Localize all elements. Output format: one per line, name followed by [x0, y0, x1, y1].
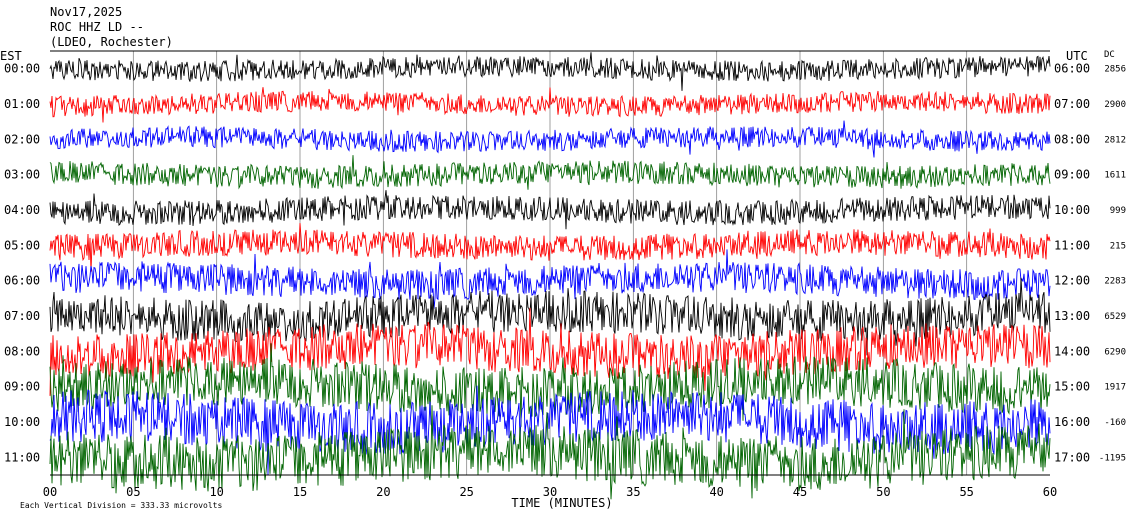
- est-hour-label: 04:00: [4, 203, 40, 217]
- est-hour-label: 09:00: [4, 380, 40, 394]
- trace-0800: [49, 307, 1051, 396]
- header-date: Nov17,2025: [50, 5, 122, 19]
- x-tick-label: 35: [626, 485, 640, 499]
- trace-0500: [49, 223, 1051, 272]
- est-hour-label: 08:00: [4, 344, 40, 358]
- trace-0100: [49, 87, 1051, 123]
- right-axis-title: UTC: [1066, 49, 1088, 63]
- x-tick-label: 15: [293, 485, 307, 499]
- x-tick-label: 60: [1043, 485, 1057, 499]
- est-hour-label: 01:00: [4, 97, 40, 111]
- x-tick-label: 00: [43, 485, 57, 499]
- est-hour-label: 06:00: [4, 274, 40, 288]
- dc-offset-label: 2856: [1104, 65, 1126, 75]
- est-hour-label: 07:00: [4, 309, 40, 323]
- x-tick-label: 40: [709, 485, 723, 499]
- utc-hour-label: 17:00: [1054, 450, 1090, 464]
- utc-hour-label: 13:00: [1054, 309, 1090, 323]
- trace-0400: [49, 190, 1051, 230]
- est-hour-label: 03:00: [4, 168, 40, 182]
- x-tick-label: 10: [209, 485, 223, 499]
- dc-offset-label: 999: [1110, 206, 1126, 216]
- utc-hour-label: 08:00: [1054, 132, 1090, 146]
- dc-offset-label: 1611: [1104, 171, 1126, 181]
- dc-offset-label: 1917: [1104, 383, 1126, 393]
- utc-hour-label: 12:00: [1054, 274, 1090, 288]
- est-hour-label: 10:00: [4, 415, 40, 429]
- est-hour-label: 00:00: [4, 62, 40, 76]
- trace-0300: [49, 155, 1051, 190]
- utc-hour-label: 09:00: [1054, 168, 1090, 182]
- trace-0000: [49, 52, 1051, 91]
- seismic-traces: [49, 52, 1051, 500]
- x-tick-label: 30: [543, 485, 557, 499]
- utc-hour-label: 07:00: [1054, 97, 1090, 111]
- vertical-division-note: Each Vertical Division = 333.33 microvol…: [20, 501, 222, 510]
- x-tick-label: 50: [876, 485, 890, 499]
- trace-1100: [49, 405, 1051, 500]
- x-tick-label: 05: [126, 485, 140, 499]
- x-tick-label: 55: [959, 485, 973, 499]
- est-hour-label: 02:00: [4, 132, 40, 146]
- trace-0600: [49, 249, 1051, 309]
- utc-hour-label: 14:00: [1054, 344, 1090, 358]
- utc-hour-label: 06:00: [1054, 62, 1090, 76]
- x-tick-label: 20: [376, 485, 390, 499]
- trace-0200: [49, 120, 1051, 158]
- dc-offset-label: 215: [1110, 241, 1126, 251]
- dc-offset-label: -1195: [1099, 453, 1126, 463]
- dc-offset-label: 2283: [1104, 277, 1126, 287]
- est-hour-label: 05:00: [4, 238, 40, 252]
- x-tick-label: 45: [793, 485, 807, 499]
- dc-offset-label: 2900: [1104, 100, 1126, 110]
- dc-offset-label: 6529: [1104, 312, 1126, 322]
- header-station: ROC HHZ LD --: [50, 20, 144, 34]
- dc-offset-label: 6290: [1104, 347, 1126, 357]
- x-tick-label: 25: [459, 485, 473, 499]
- x-axis-title: TIME (MINUTES): [511, 496, 612, 510]
- utc-hour-label: 11:00: [1054, 238, 1090, 252]
- trace-0900: [49, 343, 1051, 427]
- header-network: (LDEO, Rochester): [50, 35, 173, 49]
- trace-0700: [49, 277, 1051, 356]
- row-labels: 00:00 06:00 2856 01:00 07:00 2900 02:00 08:00 28…: [4, 62, 1126, 465]
- left-axis-title: EST: [0, 49, 22, 63]
- est-hour-label: 11:00: [4, 450, 40, 464]
- utc-hour-label: 16:00: [1054, 415, 1090, 429]
- dc-offset-label: -160: [1104, 418, 1126, 428]
- dc-header: DC: [1104, 50, 1115, 60]
- dc-offset-label: 2812: [1104, 135, 1126, 145]
- trace-1000: [49, 385, 1051, 475]
- x-tick-labels: 00 05 10 15 20 25 30 35 40 45 50 55 60: [43, 485, 1057, 499]
- utc-hour-label: 15:00: [1054, 380, 1090, 394]
- utc-hour-label: 10:00: [1054, 203, 1090, 217]
